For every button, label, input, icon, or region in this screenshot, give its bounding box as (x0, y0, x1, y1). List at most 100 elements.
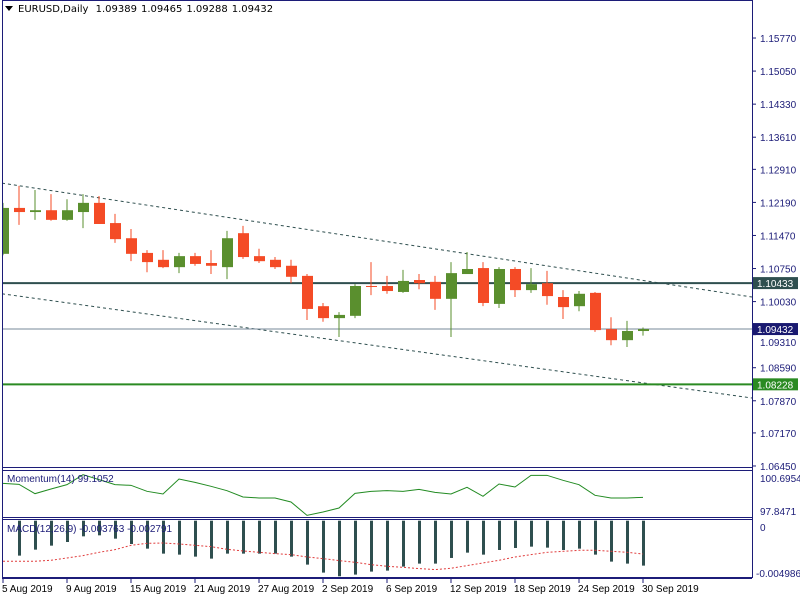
macd-histogram-bar (626, 520, 629, 564)
candle-body (542, 283, 553, 297)
macd-histogram-bar (242, 520, 245, 554)
candle-body (270, 259, 281, 268)
macd-histogram-bar (386, 520, 389, 571)
trendline (1, 182, 753, 298)
candle-body (622, 330, 633, 341)
macd-histogram-bar (562, 520, 565, 550)
price-tick-label: 1.07870 (760, 397, 797, 408)
macd-histogram-bar (34, 520, 37, 550)
candle-body (574, 293, 585, 307)
price-tick-label: 1.14330 (760, 100, 797, 111)
macd-histogram-bar (482, 520, 485, 555)
candle-body (78, 202, 89, 213)
candle-body (366, 285, 377, 287)
candle-body (350, 285, 361, 316)
macd-histogram-bar (594, 520, 597, 555)
price-label-badge (753, 378, 798, 391)
macd-histogram-bar (354, 520, 357, 575)
momentum-line (2, 474, 644, 516)
candle-body (558, 297, 569, 308)
candle-body (62, 210, 73, 220)
price-tick-label: 1.13610 (760, 133, 797, 144)
candle-body (414, 280, 425, 284)
price-tick-label: 1.09310 (760, 338, 797, 349)
macd-label: MACD(12,26,9) -0.003763 -0.002791 (7, 524, 173, 535)
price-label-badge (753, 323, 798, 336)
price-tick-label: 1.06450 (760, 462, 797, 473)
date-tick-label: 6 Sep 2019 (386, 584, 438, 595)
date-tick-label: 18 Sep 2019 (514, 584, 571, 595)
date-tick-label: 12 Sep 2019 (450, 584, 507, 595)
candle-body (494, 268, 505, 304)
price-label-text: 1.08228 (757, 380, 794, 391)
candle-body (94, 202, 105, 224)
candle-body (462, 268, 473, 275)
macd-histogram-bar (258, 520, 261, 554)
candle-body (638, 329, 649, 332)
candle-body (286, 265, 297, 277)
candle-body (238, 233, 249, 258)
candle-body (190, 256, 201, 264)
candle-body (174, 256, 185, 268)
macd-histogram-bar (434, 520, 437, 564)
momentum-tick-label: 97.8471 (760, 507, 797, 518)
symbol-label: EURUSD,Daily (18, 4, 89, 15)
candle-body (302, 275, 313, 309)
macd-histogram-bar (130, 520, 133, 544)
macd-histogram-bar (274, 520, 277, 554)
candle-body (14, 207, 25, 213)
candle-body (46, 210, 57, 220)
candle-body (318, 306, 329, 319)
macd-histogram-bar (66, 520, 69, 542)
date-tick-label: 30 Sep 2019 (642, 584, 699, 595)
price-label-text: 1.10433 (757, 279, 794, 290)
candle-body (590, 292, 601, 331)
momentum-label: Momentum(14) 99.1052 (7, 474, 114, 485)
candle-body (398, 280, 409, 292)
macd-histogram-bar (450, 520, 453, 558)
candle-body (110, 223, 121, 240)
momentum-tick-label: 100.6954 (760, 474, 800, 485)
macd-histogram-bar (338, 520, 341, 577)
price-tick-label: 1.07170 (760, 429, 797, 440)
candle-body (30, 210, 41, 213)
price-label-text: 1.09432 (757, 325, 794, 336)
macd-histogram-bar (466, 520, 469, 553)
price-tick-label: 1.10750 (760, 265, 797, 276)
date-tick-label: 21 Aug 2019 (194, 584, 251, 595)
price-tick-label: 1.11470 (760, 231, 796, 242)
macd-histogram-bar (306, 520, 309, 565)
macd-histogram-bar (530, 520, 533, 547)
close-value: 1.09432 (231, 4, 274, 15)
macd-histogram-bar (82, 520, 85, 537)
candle-body (0, 207, 9, 254)
candle-body (126, 238, 137, 254)
high-value: 1.09465 (140, 4, 183, 15)
candle-body (142, 252, 153, 263)
date-tick-label: 27 Aug 2019 (258, 584, 315, 595)
price-tick-label: 1.08590 (760, 364, 797, 375)
macd-histogram-bar (322, 520, 325, 573)
candle-body (446, 273, 457, 299)
price-tick-label: 1.15050 (760, 67, 797, 78)
macd-histogram-bar (178, 520, 181, 555)
macd-histogram-bar (290, 520, 293, 557)
left-margin (0, 0, 2, 600)
macd-histogram-bar (98, 520, 101, 536)
macd-histogram-bar (578, 520, 581, 549)
date-tick-label: 5 Aug 2019 (2, 584, 53, 595)
macd-histogram-bar (18, 520, 21, 556)
candle-body (510, 268, 521, 291)
macd-histogram-bar (194, 520, 197, 557)
date-tick-label: 15 Aug 2019 (130, 584, 187, 595)
candle-body (158, 259, 169, 268)
macd-histogram-bar (418, 520, 421, 564)
candle-body (254, 256, 265, 262)
macd-histogram-bar (402, 520, 405, 567)
dropdown-triangle-icon[interactable] (5, 6, 13, 11)
candle-body (382, 285, 393, 292)
price-tick-label: 1.15770 (760, 34, 797, 45)
macd-histogram-bar (370, 520, 373, 572)
macd-histogram-bar (498, 520, 501, 550)
